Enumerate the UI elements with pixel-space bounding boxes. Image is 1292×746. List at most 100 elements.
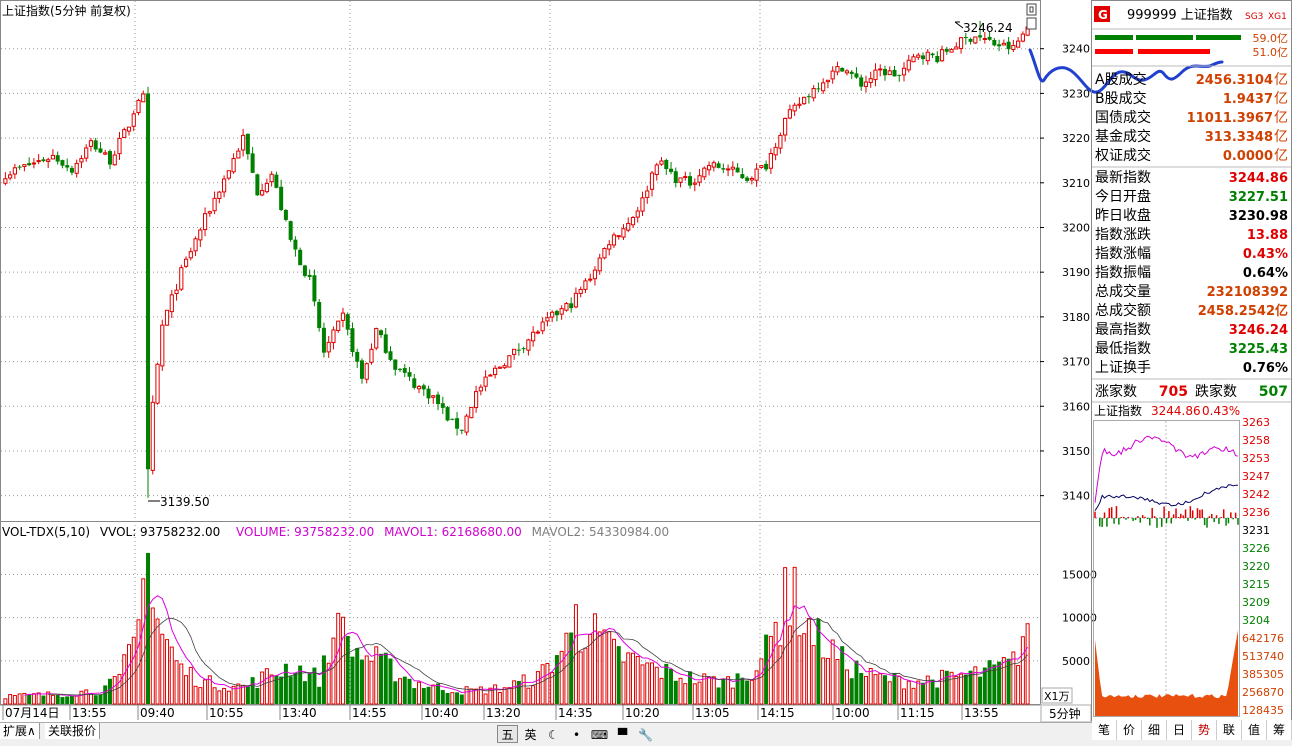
volume-bar bbox=[968, 670, 973, 704]
volume-bar bbox=[802, 633, 807, 705]
candle bbox=[274, 171, 279, 189]
volume-bar bbox=[1001, 657, 1006, 705]
price-tick-label: 3200 bbox=[1062, 221, 1090, 234]
side-tab[interactable]: 价 bbox=[1117, 720, 1142, 740]
volume-bar bbox=[973, 666, 978, 705]
volume-bar bbox=[117, 673, 122, 705]
side-tab[interactable]: 筹 bbox=[1267, 720, 1292, 740]
volume-bar bbox=[711, 676, 716, 705]
time-tick-label: 10:00 bbox=[835, 706, 870, 720]
candle bbox=[103, 149, 108, 156]
candle bbox=[554, 309, 559, 322]
volume-bar bbox=[103, 685, 108, 704]
candle bbox=[545, 311, 550, 327]
candle bbox=[949, 48, 954, 53]
volume-bar bbox=[811, 645, 816, 705]
candle bbox=[193, 236, 198, 257]
volume-bar bbox=[825, 657, 830, 705]
volume-bar bbox=[450, 692, 455, 705]
candle bbox=[688, 172, 693, 189]
volume-bar bbox=[41, 695, 46, 704]
volume-bar bbox=[526, 687, 531, 705]
volume-bar bbox=[136, 619, 141, 705]
volume-bar bbox=[726, 676, 731, 705]
volume-bar bbox=[902, 688, 907, 705]
related-quotes-tab[interactable]: 关联报价 bbox=[45, 723, 101, 739]
volume-bar bbox=[122, 654, 127, 705]
volume-bar bbox=[203, 679, 208, 705]
volume-bar bbox=[193, 685, 198, 705]
volume-bar bbox=[459, 694, 464, 704]
volume-bar bbox=[502, 687, 507, 705]
candle bbox=[963, 32, 968, 45]
flow-bar-segment bbox=[1136, 35, 1193, 40]
wrench-icon[interactable]: 🔧 bbox=[638, 728, 653, 742]
volume-bar bbox=[402, 676, 407, 704]
candle bbox=[179, 264, 184, 291]
volume-bar bbox=[46, 691, 51, 705]
stat-label: 总成交额 bbox=[1095, 302, 1151, 319]
candle bbox=[626, 217, 631, 233]
volume-bar bbox=[326, 662, 331, 705]
mini-pct: 0.43% bbox=[1202, 404, 1240, 418]
candle bbox=[735, 163, 740, 173]
candle bbox=[916, 52, 921, 61]
side-tab[interactable]: 势 bbox=[1192, 720, 1217, 740]
price-axis: 3140 3150 3160 3170 3180 3190 3200 3210 3220 3230… bbox=[1040, 43, 1090, 503]
candle bbox=[150, 395, 155, 475]
restore-icon[interactable] bbox=[1026, 17, 1037, 30]
candle bbox=[160, 319, 165, 371]
candle bbox=[516, 343, 521, 356]
moon-icon[interactable]: ☾ bbox=[548, 728, 559, 742]
volume-bar bbox=[478, 686, 483, 705]
vol-indicator-name: VOL-TDX(5,10) bbox=[2, 525, 90, 539]
stat-value: 13.88 bbox=[1247, 228, 1288, 243]
price-tick-label: 3220 bbox=[1062, 132, 1090, 145]
side-tab[interactable]: 细 bbox=[1142, 720, 1167, 740]
volume-bar bbox=[768, 635, 773, 705]
volume-bar bbox=[150, 607, 155, 705]
candle bbox=[925, 49, 930, 65]
volume-bar bbox=[436, 683, 441, 704]
side-tab[interactable]: 日 bbox=[1167, 720, 1192, 740]
mini-volume-area bbox=[1095, 630, 1238, 716]
volume-bar bbox=[987, 660, 992, 704]
g-badge-label: G bbox=[1098, 8, 1108, 22]
maximize-icon[interactable] bbox=[1026, 3, 1037, 16]
candle bbox=[98, 142, 103, 154]
toolbar-block-icon[interactable]: ▀ bbox=[617, 728, 628, 742]
mavol2-line bbox=[48, 617, 1028, 696]
candle bbox=[921, 52, 926, 65]
volume-bar bbox=[174, 660, 179, 705]
mini-tick-label: 128435 bbox=[1242, 704, 1284, 717]
candle bbox=[573, 287, 579, 309]
stat-label: 昨日收盘 bbox=[1095, 207, 1151, 224]
dot-icon[interactable]: • bbox=[572, 728, 581, 742]
side-tab[interactable]: 联 bbox=[1217, 720, 1242, 740]
keyboard-icon[interactable]: ⌨ bbox=[590, 728, 609, 742]
volume-bar bbox=[1006, 658, 1011, 704]
candle bbox=[778, 132, 783, 154]
candle bbox=[973, 36, 978, 45]
volume-bar bbox=[683, 683, 688, 705]
side-tab[interactable]: 值 bbox=[1242, 720, 1267, 740]
mini-tick-label: 3226 bbox=[1242, 542, 1270, 555]
time-tick-label: 10:55 bbox=[209, 706, 244, 720]
volume-bar bbox=[79, 690, 84, 705]
volume-bar bbox=[635, 655, 640, 705]
candle bbox=[436, 391, 441, 411]
bottom-toolbar: 扩展∧ 关联报价 五 英 ☾ • ⌨ ▀ 🔧 bbox=[0, 722, 1292, 746]
english-input-icon[interactable]: 英 bbox=[524, 728, 537, 742]
wubi-input-icon[interactable]: 五 bbox=[497, 725, 518, 743]
price-tick-label: 3140 bbox=[1062, 490, 1090, 503]
volume-bars bbox=[3, 552, 1030, 705]
volume-bar bbox=[621, 661, 626, 705]
volume-bar bbox=[3, 698, 8, 705]
volume-ma-lines bbox=[24, 595, 1029, 697]
volume-bar bbox=[745, 680, 750, 704]
candle bbox=[892, 65, 897, 77]
expand-tab[interactable]: 扩展∧ bbox=[0, 723, 40, 739]
candle bbox=[369, 343, 374, 365]
side-tab[interactable]: 笔 bbox=[1092, 720, 1117, 740]
candle bbox=[155, 362, 160, 405]
